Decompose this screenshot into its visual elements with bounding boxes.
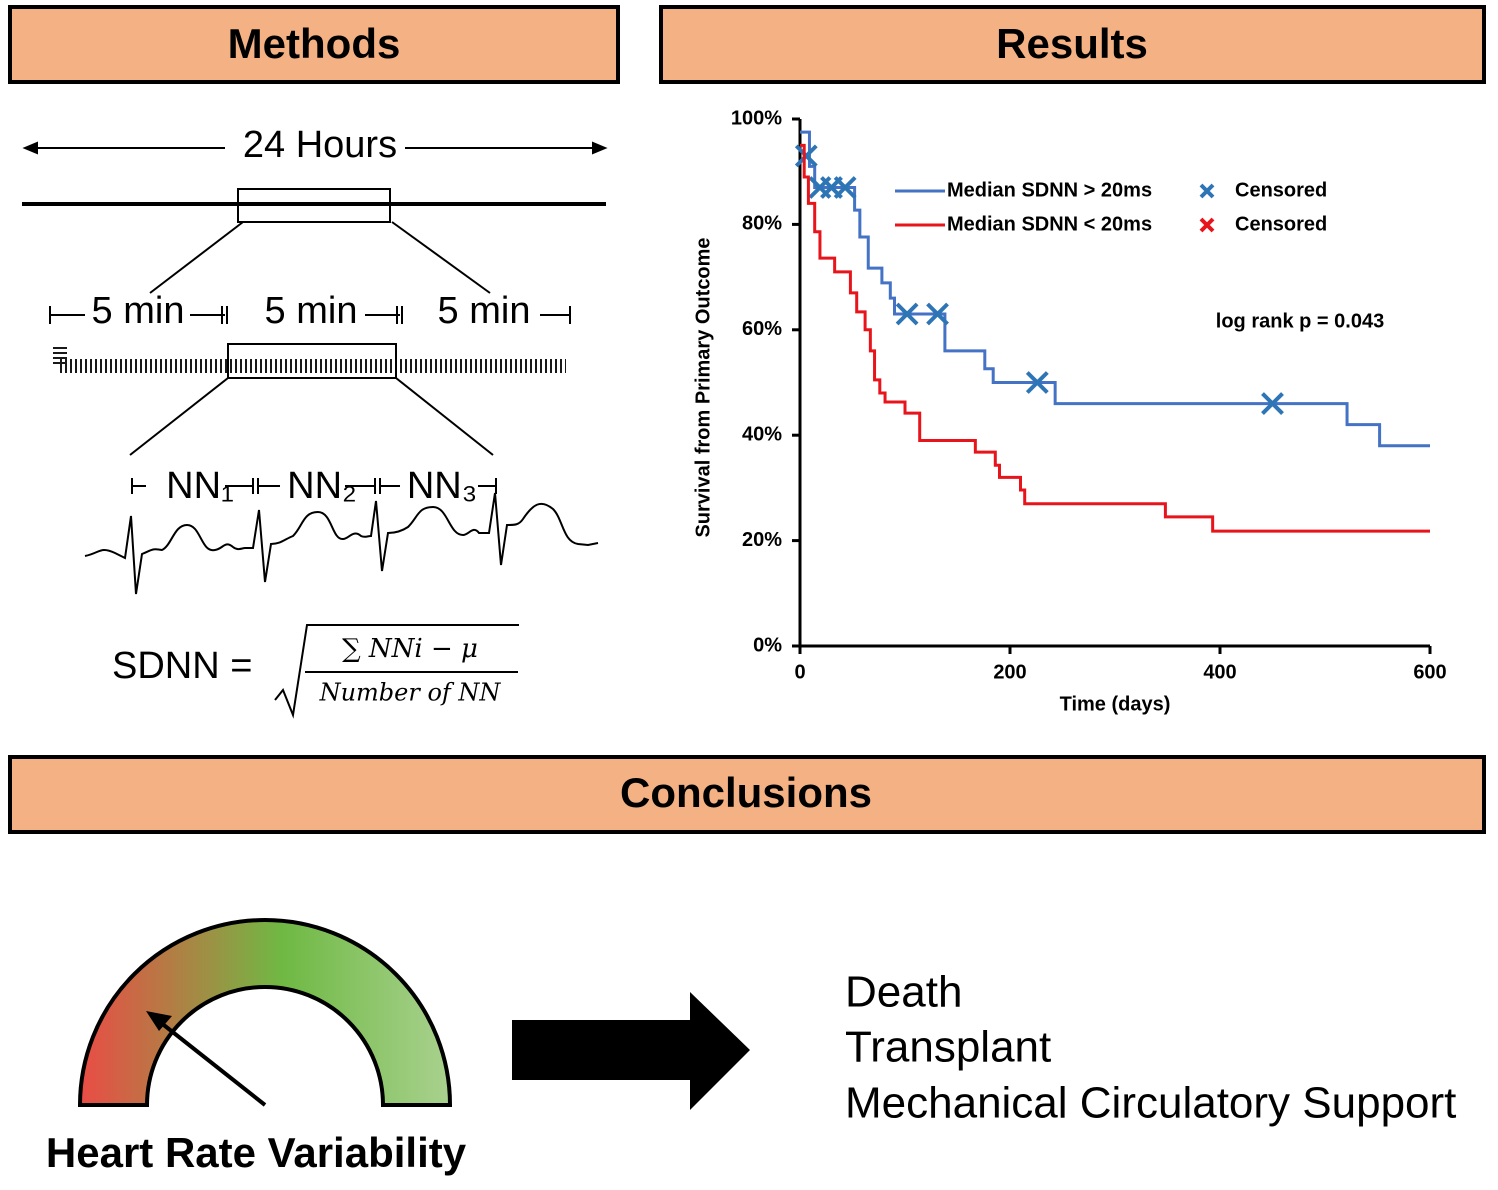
x-tick-label: 600 (1413, 661, 1446, 683)
legend-label: Censored (1235, 213, 1327, 235)
x-tick-label: 400 (1203, 661, 1236, 683)
gauge-needle (158, 1020, 267, 1107)
conclusions-title: Conclusions (620, 769, 872, 816)
censor-mark (833, 176, 857, 199)
segment-label: 5 min (438, 290, 531, 332)
gauge-label: Heart Rate Variability (46, 1129, 467, 1176)
legend-label: Median SDNN > 20ms (947, 179, 1152, 201)
formula-numerator: ∑ NNi − μ (342, 634, 478, 664)
methods-title: Methods (228, 20, 401, 67)
y-tick-label: 20% (742, 529, 782, 551)
y-tick-label: 0% (753, 634, 782, 656)
conclusions-header (8, 755, 1486, 834)
legend-label: Censored (1235, 179, 1327, 201)
legend-label: Median SDNN < 20ms (947, 213, 1152, 235)
y-tick-label: 60% (742, 318, 782, 340)
x-tick-label: 0 (794, 661, 805, 683)
legend-censor-marker (1199, 217, 1215, 233)
arrow (512, 992, 750, 1110)
formula-denominator: Number of NN (319, 679, 502, 707)
censor-mark (895, 302, 919, 326)
segment-label: 5 min (92, 290, 185, 332)
x-axis-label: Time (days) (1060, 693, 1171, 715)
censor-mark (1261, 392, 1284, 415)
legend-censor-marker (1199, 183, 1215, 199)
y-tick-label: 80% (742, 213, 782, 235)
x-tick-label: 200 (993, 661, 1026, 683)
km-chart: 0% 20% 40% 60% 80% 100% 0 200 400 600 Time (days) S… (692, 107, 1446, 715)
censor-mark (1025, 371, 1049, 394)
survival-line (800, 143, 1430, 533)
interval-label: NN₁ (166, 465, 234, 507)
gauge (77, 918, 453, 1107)
censor-mark (926, 302, 949, 326)
needle-head (146, 1011, 172, 1031)
y-axis-label: Survival from Primary Outcome (692, 237, 714, 537)
y-tick-label: 100% (731, 107, 782, 129)
results-header (659, 5, 1486, 84)
outcome: Death (845, 968, 962, 1017)
outcome: Transplant (845, 1023, 1051, 1072)
interval-label: NN₂ (287, 465, 357, 507)
outcome: Mechanical Circulatory Support (845, 1079, 1456, 1128)
annotation: log rank p = 0.043 (1216, 310, 1384, 332)
results-title: Results (996, 20, 1148, 67)
y-tick-label: 40% (742, 423, 782, 445)
formula-lhs: SDNN = (112, 645, 252, 687)
censor-mark (794, 144, 818, 168)
duration-label: 24 Hours (243, 124, 397, 166)
methods-header (8, 5, 620, 84)
interval-label: NN₃ (407, 465, 477, 507)
methods-diagram (22, 141, 608, 719)
segment-label: 5 min (265, 290, 358, 332)
